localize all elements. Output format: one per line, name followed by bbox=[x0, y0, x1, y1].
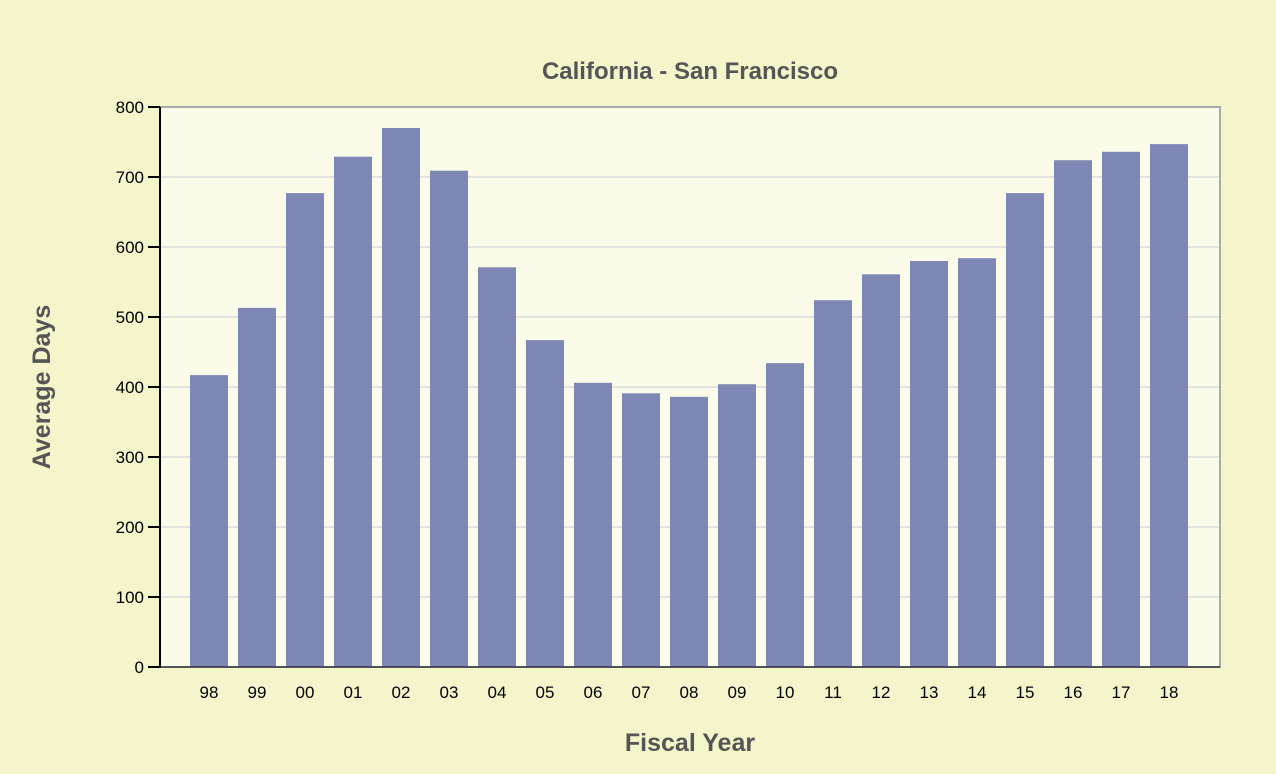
x-tick-label: 01 bbox=[344, 683, 363, 702]
y-tick-label: 700 bbox=[116, 168, 144, 187]
y-tick-label: 400 bbox=[116, 378, 144, 397]
x-tick-label: 16 bbox=[1064, 683, 1083, 702]
x-tick-label: 06 bbox=[584, 683, 603, 702]
x-tick-label: 14 bbox=[968, 683, 987, 702]
bar-13 bbox=[910, 261, 948, 667]
x-tick-label: 02 bbox=[392, 683, 411, 702]
y-tick-label: 500 bbox=[116, 308, 144, 327]
bar-14 bbox=[958, 258, 996, 667]
y-tick-label: 600 bbox=[116, 238, 144, 257]
bar-17 bbox=[1102, 151, 1140, 668]
chart-title: California - San Francisco bbox=[542, 58, 838, 85]
y-tick-label: 200 bbox=[116, 518, 144, 537]
bar-18 bbox=[1150, 144, 1188, 668]
x-tick-label: 03 bbox=[440, 683, 459, 702]
bar-99 bbox=[238, 307, 276, 667]
x-tick-label: 17 bbox=[1112, 683, 1131, 702]
bar-06 bbox=[574, 382, 612, 667]
bar-08 bbox=[670, 396, 708, 667]
bar-15 bbox=[1006, 193, 1044, 667]
bar-10 bbox=[766, 363, 804, 667]
x-tick-label: 07 bbox=[632, 683, 651, 702]
y-tick-label: 800 bbox=[116, 98, 144, 117]
x-tick-label: 05 bbox=[536, 683, 555, 702]
x-tick-label: 18 bbox=[1160, 683, 1179, 702]
bar-05 bbox=[526, 340, 564, 667]
x-tick-label: 13 bbox=[920, 683, 939, 702]
bar-09 bbox=[718, 384, 756, 667]
x-tick-label: 10 bbox=[776, 683, 795, 702]
x-tick-label: 09 bbox=[728, 683, 747, 702]
bar-00 bbox=[286, 193, 324, 667]
x-tick-label: 04 bbox=[488, 683, 507, 702]
bar-07 bbox=[622, 393, 660, 667]
y-tick-label: 300 bbox=[116, 448, 144, 467]
y-axis-label: Average Days bbox=[28, 305, 56, 469]
x-tick-label: 98 bbox=[200, 683, 219, 702]
x-tick-label: 08 bbox=[680, 683, 699, 702]
bar-02 bbox=[382, 128, 420, 667]
x-tick-label: 99 bbox=[248, 683, 267, 702]
bar-04 bbox=[478, 267, 516, 667]
bar-16 bbox=[1054, 160, 1092, 667]
y-tick-label: 0 bbox=[135, 658, 144, 677]
bar-03 bbox=[430, 170, 468, 667]
x-tick-label: 11 bbox=[824, 683, 842, 702]
x-tick-label: 15 bbox=[1016, 683, 1035, 702]
bar-11 bbox=[814, 300, 852, 667]
x-axis-label: Fiscal Year bbox=[625, 729, 755, 757]
bar-98 bbox=[190, 375, 228, 667]
bar-01 bbox=[334, 156, 372, 667]
y-tick-label: 100 bbox=[116, 588, 144, 607]
bar-12 bbox=[862, 274, 900, 667]
x-tick-label: 00 bbox=[296, 683, 315, 702]
x-tick-label: 12 bbox=[872, 683, 891, 702]
